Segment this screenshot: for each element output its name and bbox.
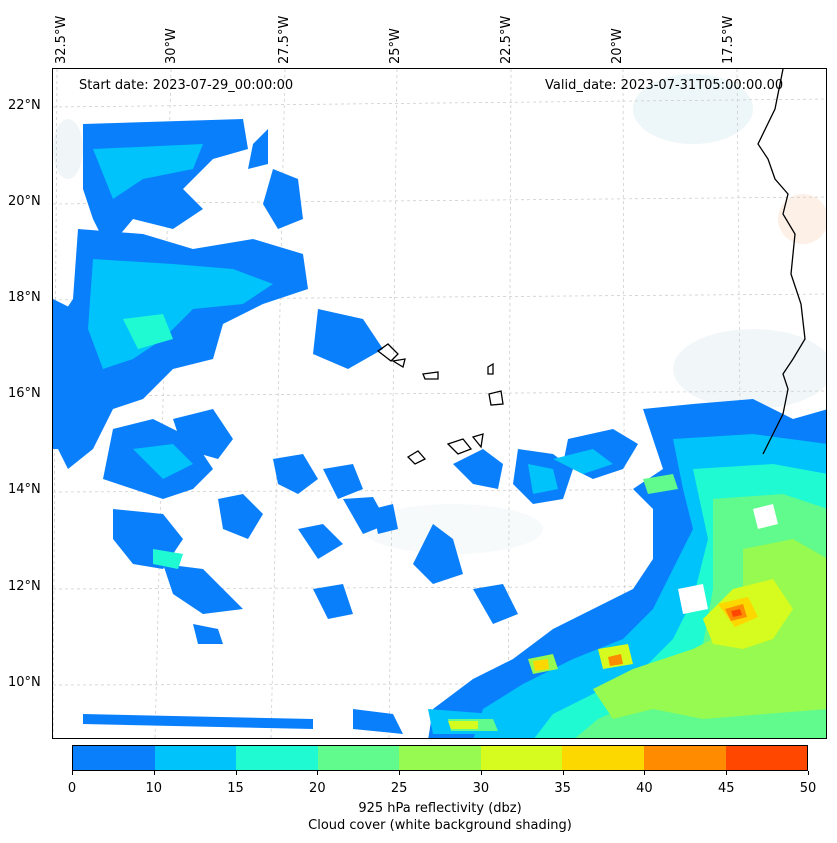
colorbar-tick-mark [808, 771, 809, 775]
colorbar-tick-mark [644, 771, 646, 775]
colorbar-tick-label: 45 [717, 781, 735, 796]
lat-label-20n: 20°N [8, 194, 41, 209]
colorbar-tick-label: 15 [227, 781, 244, 796]
colorbar-segment [317, 746, 400, 770]
colorbar-segment [236, 746, 318, 770]
colorbar-tick-mark [317, 771, 319, 775]
lat-label-18n: 18°N [8, 290, 41, 305]
colorbar-segment [562, 746, 644, 770]
colorbar-tick-label: 20 [309, 781, 326, 796]
colorbar-tick-label: 40 [636, 781, 653, 796]
lon-label-30w: 30°W [164, 28, 179, 64]
colorbar-segment [73, 746, 155, 770]
colorbar-tick-mark [726, 771, 728, 775]
colorbar-label: 925 hPa reflectivity (dbz) [358, 801, 522, 816]
colorbar-tick-mark [399, 771, 401, 775]
colorbar-tick-mark [562, 771, 564, 775]
lon-label-25w: 25°W [388, 28, 403, 64]
lat-label-14n: 14°N [8, 482, 41, 497]
lon-label-32-5w: 32.5°W [54, 15, 69, 64]
coastline [376, 69, 806, 465]
colorbar-sublabel: Cloud cover (white background shading) [308, 818, 572, 833]
lat-label-22n: 22°N [8, 98, 41, 113]
lon-label-22-5w: 22.5°W [499, 15, 514, 64]
start-date-label: Start date: 2023-07-29_00:00:00 [79, 78, 294, 93]
lon-label-17-5w: 17.5°W [721, 15, 736, 64]
map-canvas [53, 69, 826, 738]
colorbar-tick-label: 0 [67, 781, 77, 796]
colorbar-tick-label: 35 [554, 781, 571, 796]
colorbar-segment [154, 746, 237, 770]
colorbar-tick-mark [153, 771, 155, 775]
reflectivity-field [53, 119, 826, 738]
colorbar-segment [399, 746, 481, 770]
colorbar-tick-label: 30 [472, 781, 490, 796]
colorbar-tick-label: 10 [145, 781, 163, 796]
colorbar [72, 745, 808, 771]
valid-date-label: Valid_date: 2023-07-31T05:00:00.00 [545, 78, 784, 93]
colorbar-tick-mark [480, 771, 482, 775]
colorbar-tick-label: 50 [799, 781, 817, 796]
lat-label-10n: 10°N [8, 675, 41, 690]
lat-label-12n: 12°N [8, 579, 41, 594]
lon-label-20w: 20°W [610, 28, 625, 64]
colorbar-segment [725, 746, 808, 770]
colorbar-tick-mark [235, 771, 237, 775]
lat-label-16n: 16°N [8, 386, 41, 401]
colorbar-tick-mark [72, 771, 73, 775]
lon-label-27-5w: 27.5°W [277, 15, 292, 64]
colorbar-tick-label: 25 [390, 781, 408, 796]
map-panel [52, 68, 827, 739]
colorbar-segment [643, 746, 726, 770]
colorbar-segment [480, 746, 563, 770]
